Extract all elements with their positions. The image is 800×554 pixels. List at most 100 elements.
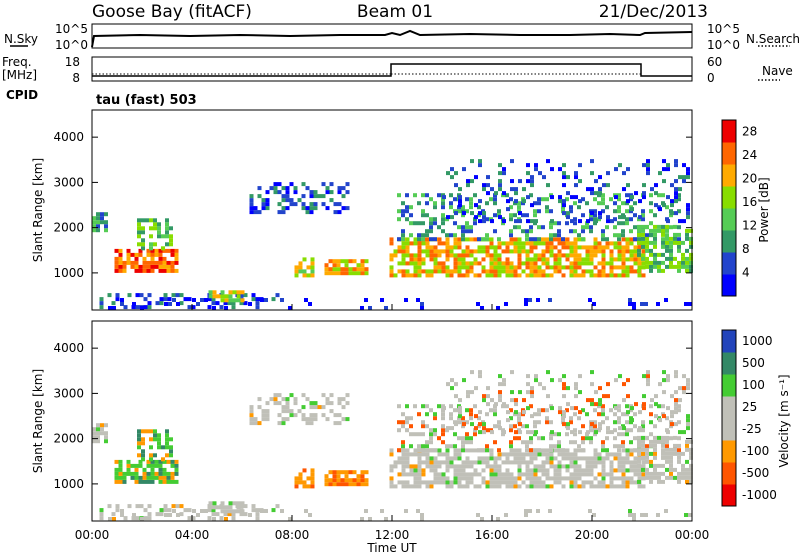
velocity-cell bbox=[497, 464, 502, 469]
velocity-cell bbox=[509, 416, 513, 421]
velocity-cell bbox=[637, 443, 641, 448]
power-cell bbox=[513, 213, 517, 218]
power-cell bbox=[609, 241, 614, 246]
velocity-cell bbox=[313, 401, 318, 406]
power-cell bbox=[147, 293, 152, 298]
power-cell bbox=[565, 237, 570, 242]
power-cell bbox=[566, 211, 570, 216]
velocity-cell bbox=[597, 456, 602, 461]
velocity-cell bbox=[486, 394, 490, 399]
power-cell bbox=[165, 230, 169, 235]
power-cell bbox=[306, 273, 311, 278]
velocity-cell bbox=[617, 420, 621, 425]
velocity-cell bbox=[601, 460, 606, 465]
power-cell bbox=[569, 253, 574, 258]
power-cell bbox=[489, 261, 494, 266]
velocity-cell bbox=[617, 484, 622, 489]
velocity-cell bbox=[134, 471, 139, 476]
power-cell bbox=[625, 201, 629, 206]
power-cell bbox=[417, 273, 422, 278]
power-cell bbox=[293, 190, 298, 195]
power-cell bbox=[590, 211, 594, 216]
velocity-cell bbox=[461, 460, 466, 465]
velocity-cell bbox=[501, 476, 506, 481]
power-cell bbox=[569, 249, 574, 254]
power-cell bbox=[310, 265, 315, 270]
velocity-cell bbox=[493, 408, 497, 413]
velocity-cell bbox=[236, 509, 241, 514]
velocity-cell bbox=[489, 452, 494, 457]
velocity-cell bbox=[662, 378, 666, 383]
power-cell bbox=[478, 199, 482, 204]
velocity-cell bbox=[393, 460, 398, 465]
velocity-cell bbox=[457, 480, 462, 485]
power-cell bbox=[689, 268, 693, 273]
velocity-cell bbox=[525, 444, 529, 449]
velocity-cell bbox=[529, 460, 534, 465]
power-cell bbox=[265, 206, 270, 211]
velocity-cell bbox=[581, 456, 586, 461]
velocity-cell bbox=[502, 402, 506, 407]
velocity-cell bbox=[605, 472, 610, 477]
velocity-cell bbox=[429, 468, 434, 473]
power-cell bbox=[589, 261, 594, 266]
velocity-cell bbox=[514, 398, 518, 403]
power-cell bbox=[417, 265, 422, 270]
velocity-cell bbox=[168, 513, 172, 517]
velocity-cell bbox=[425, 464, 430, 469]
colorbar-swatch bbox=[722, 252, 736, 275]
velocity-cell bbox=[96, 439, 100, 444]
power-cell bbox=[617, 233, 621, 238]
velocity-cell bbox=[565, 432, 569, 437]
velocity-cell bbox=[570, 430, 574, 435]
velocity-cell bbox=[493, 472, 498, 477]
power-cell bbox=[641, 265, 646, 270]
power-cell bbox=[585, 269, 590, 274]
velocity-cell bbox=[597, 428, 601, 433]
velocity-cell bbox=[521, 456, 526, 461]
velocity-cell bbox=[625, 404, 629, 409]
power-cell bbox=[561, 245, 566, 250]
power-cell bbox=[146, 264, 151, 269]
power-cell bbox=[437, 237, 442, 242]
velocity-cell bbox=[281, 417, 286, 422]
velocity-cell bbox=[518, 430, 522, 435]
power-cell bbox=[649, 260, 653, 265]
velocity-cell bbox=[505, 472, 510, 477]
velocity-cell bbox=[557, 464, 562, 469]
velocity-cell bbox=[224, 505, 229, 510]
power-cell bbox=[689, 260, 693, 265]
velocity-cell bbox=[658, 382, 662, 387]
velocity-cell bbox=[139, 504, 144, 509]
velocity-cell bbox=[288, 517, 292, 521]
velocity-cell bbox=[457, 448, 462, 453]
power-cell bbox=[337, 210, 342, 215]
power-cell bbox=[465, 265, 470, 270]
velocity-cell bbox=[477, 460, 482, 465]
velocity-cell bbox=[529, 484, 534, 489]
power-cell bbox=[465, 249, 470, 254]
velocity-cell bbox=[437, 464, 442, 469]
velocity-cell bbox=[120, 509, 124, 513]
power-cell bbox=[149, 226, 153, 231]
velocity-cell bbox=[126, 467, 131, 472]
power-cell bbox=[625, 193, 629, 198]
velocity-cell bbox=[613, 444, 617, 449]
power-cell bbox=[594, 179, 598, 184]
power-cell bbox=[670, 203, 674, 208]
velocity-cell bbox=[445, 484, 450, 489]
power-cell bbox=[514, 191, 518, 196]
velocity-cell bbox=[421, 424, 425, 429]
velocity-cell bbox=[236, 501, 241, 506]
power-cell bbox=[674, 163, 678, 168]
power-cell bbox=[669, 252, 673, 257]
power-cell bbox=[521, 249, 526, 254]
velocity-cell bbox=[577, 464, 582, 469]
velocity-cell bbox=[629, 428, 633, 433]
velocity-cell bbox=[170, 471, 175, 476]
velocity-cell bbox=[293, 413, 298, 418]
power-cell bbox=[429, 197, 433, 202]
velocity-cell bbox=[617, 464, 622, 469]
power-cell bbox=[231, 305, 236, 310]
